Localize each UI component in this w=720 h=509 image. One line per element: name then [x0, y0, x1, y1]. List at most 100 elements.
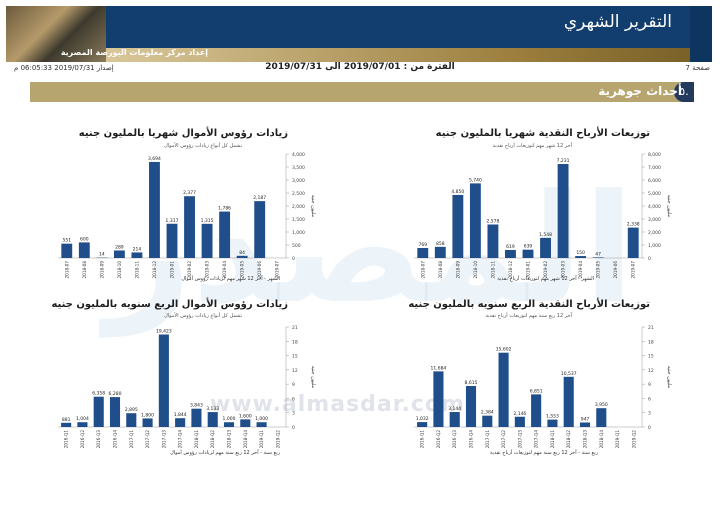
bar — [78, 242, 90, 258]
bar-value-label: 1,786 — [218, 206, 231, 212]
header-photo — [6, 6, 106, 62]
x-tick-label: 2017-Q1 — [485, 430, 490, 449]
y-tick-label: 3,000 — [292, 178, 305, 184]
bar — [579, 422, 591, 427]
x-tick-label: 2016-Q1 — [64, 430, 69, 449]
x-tick-label: 2018-10 — [473, 261, 478, 279]
bar — [201, 223, 213, 258]
section-number: ٥. — [674, 82, 694, 102]
bar-value-label: 3,144 — [448, 406, 461, 412]
x-tick-label: 2016-Q2 — [436, 430, 441, 449]
bar — [531, 394, 542, 427]
bar-value-label: 14 — [99, 252, 105, 258]
bar — [191, 408, 202, 427]
y-tick-label: 6 — [292, 396, 295, 402]
bar — [514, 416, 525, 427]
y-tick-label: 9 — [292, 382, 295, 388]
x-tick-label: 2017-Q2 — [145, 430, 150, 449]
bar-value-label: 7,231 — [557, 158, 570, 164]
bar — [77, 422, 88, 427]
bar — [498, 352, 509, 427]
bar-value-label: 1,000 — [223, 416, 236, 422]
x-tick-label: 2018-Q1 — [194, 430, 199, 449]
bar-value-label: 1,315 — [201, 218, 214, 224]
chart-subtitle: تشمل كل أنواع زيادات رؤوس الأموال — [164, 313, 242, 319]
chart-subtitle: آخر 12 ربع سنة مهم لتوزيعات أرباح نقدية — [485, 313, 572, 319]
dividends-quarterly-chart: 0 3 6 9 12 15 18 21 مليون جنيه 1,032 2016-Q1 11,684… — [400, 297, 690, 467]
bar-value-label: 214 — [133, 246, 142, 252]
bar — [452, 194, 464, 258]
bar-value-label: 1,000 — [255, 416, 268, 422]
x-tick-label: 2018-Q2 — [566, 430, 571, 449]
chart-subtitle: آخر 12 شهر مهم لتوزيعات أرباح نقدية — [492, 143, 572, 149]
chart-svg: 0 500 1,000 1,500 2,000 2,500 3,000 3,500 4,000 م… — [58, 152, 316, 279]
x-tick-label: 2017-Q2 — [501, 430, 506, 449]
bar-value-label: 150 — [576, 250, 585, 256]
x-tick-label: 2019-02 — [187, 261, 192, 279]
section-title: أحداث جوهرية — [598, 84, 682, 98]
bar-value-label: 15,602 — [496, 347, 512, 353]
x-tick-label: 2018-09 — [99, 261, 104, 279]
bar — [417, 422, 428, 427]
y-tick-label: 4,000 — [648, 204, 661, 210]
capital-monthly-chart: 0 500 1,000 1,500 2,000 2,500 3,000 3,500 4,000 م… — [40, 124, 340, 292]
bar-value-label: 6,358 — [92, 391, 105, 397]
y-tick-label: 5,000 — [648, 191, 661, 197]
bar — [449, 412, 460, 427]
bar-value-label: 4,850 — [451, 189, 464, 195]
x-tick-label: 2019-Q1 — [615, 430, 620, 449]
bar — [149, 161, 160, 258]
bar-value-label: 289 — [115, 244, 124, 250]
header-cap — [680, 6, 712, 62]
bar-value-label: 2,146 — [513, 411, 526, 417]
y-tick-label: 15 — [292, 354, 298, 360]
bar — [109, 397, 121, 427]
y-tick-label: 6 — [648, 396, 651, 402]
x-tick-label: 2016-Q3 — [452, 430, 457, 449]
bar — [465, 385, 477, 427]
bar — [256, 422, 267, 427]
bar-value-label: 47 — [595, 251, 601, 257]
bar-value-label: 1,800 — [141, 412, 154, 418]
bar-value-label: 619 — [506, 244, 515, 250]
bar-value-label: 10,537 — [561, 371, 577, 377]
bar-value-label: 551 — [62, 238, 71, 244]
chart-svg: 0 3 6 9 12 15 18 21 مليون جنيه 881 2016-Q1 1,004 201… — [58, 325, 316, 449]
bar — [487, 224, 499, 258]
bar — [158, 334, 169, 427]
bar — [126, 413, 137, 427]
issued-timestamp: إصدار 2019/07/31 06:05:33 م — [14, 64, 114, 72]
x-tick-label: 2017-Q3 — [161, 430, 166, 449]
bar — [627, 227, 639, 258]
bar — [469, 183, 481, 258]
chart-title: توزيعات الأرباح النقدية شهريا بالمليون ج… — [435, 128, 650, 139]
dividends-monthly-chart: 0 1,000 2,000 3,000 4,000 5,000 6,000 7,000 8,00… — [400, 124, 690, 292]
bar — [93, 396, 104, 427]
bar — [175, 418, 186, 427]
chart-x-label: الشهر - آخر 12 شهر مهم لزيادات رؤوس أموا… — [181, 276, 280, 282]
x-tick-label: 2018-11 — [134, 261, 139, 279]
y-tick-label: 3 — [292, 411, 295, 417]
bar — [236, 255, 248, 258]
bar-value-label: 3,843 — [190, 403, 203, 409]
header-band — [106, 6, 690, 48]
y-tick-label: 2,000 — [648, 230, 661, 236]
x-tick-label: 2018-07 — [420, 261, 425, 279]
page-number: صفحة 7 — [685, 64, 710, 72]
x-tick-label: 2019-05 — [596, 261, 601, 279]
bar — [131, 252, 143, 258]
y-axis-label: مليون جنيه — [310, 366, 316, 389]
y-tick-label: 21 — [292, 325, 298, 331]
y-axis-label: مليون جنيه — [666, 366, 672, 389]
bar-value-label: 769 — [418, 242, 427, 248]
x-tick-label: 2018-Q4 — [243, 430, 248, 449]
chart-title: توزيعات الأرباح النقدية الربع سنويه بالم… — [408, 299, 650, 310]
bar-value-label: 2,338 — [627, 222, 640, 228]
bar — [184, 196, 195, 258]
y-tick-label: 3,000 — [648, 217, 661, 223]
bar-value-label: 11,684 — [431, 365, 447, 371]
bar-value-label: 858 — [436, 241, 445, 247]
x-tick-label: 2019-04 — [222, 261, 227, 279]
y-tick-label: 1,000 — [648, 243, 661, 249]
x-tick-label: 2019-06 — [257, 261, 262, 279]
